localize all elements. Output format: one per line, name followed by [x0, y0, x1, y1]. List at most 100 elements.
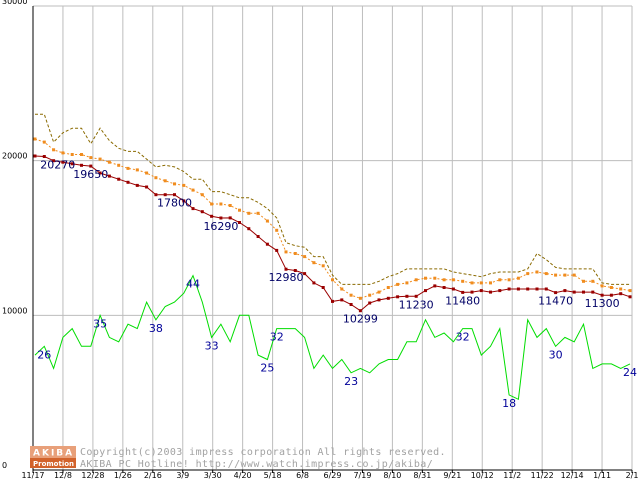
- data-point-min: [358, 309, 362, 313]
- data-point-average: [42, 140, 46, 144]
- data-point-average: [433, 276, 437, 280]
- data-point-min: [163, 193, 167, 197]
- data-point-min: [265, 242, 269, 246]
- data-point-min: [303, 272, 307, 276]
- x-tick-label: 11/22: [531, 471, 554, 480]
- data-label: 25: [260, 362, 274, 375]
- series-max: [35, 113, 630, 285]
- data-point-average: [107, 160, 111, 164]
- series-layer: [33, 113, 632, 401]
- data-point-average: [358, 296, 362, 300]
- data-label: 26: [37, 348, 51, 361]
- data-point-min: [293, 269, 297, 272]
- x-tick-label: 6/8: [296, 471, 309, 480]
- data-point-min: [33, 154, 37, 158]
- data-point-min: [173, 193, 176, 197]
- data-point-min: [42, 155, 46, 158]
- data-point-min: [619, 292, 623, 296]
- x-tick-label: 4/20: [234, 471, 252, 480]
- data-label: 18: [502, 397, 516, 410]
- data-point-min: [600, 293, 604, 297]
- data-point-average: [182, 183, 186, 187]
- series-min: [33, 154, 632, 313]
- data-point-average: [507, 278, 511, 282]
- series-average: [33, 137, 632, 300]
- data-point-min: [628, 295, 632, 299]
- data-point-average: [126, 166, 130, 170]
- data-point-min: [470, 290, 474, 294]
- data-point-min: [442, 286, 446, 289]
- data-point-average: [386, 286, 390, 289]
- data-label: 20270: [40, 158, 75, 171]
- data-point-average: [582, 279, 585, 283]
- data-point-min: [247, 227, 251, 231]
- data-point-average: [98, 157, 102, 161]
- data-label: 10299: [343, 313, 378, 326]
- data-point-average: [377, 290, 381, 294]
- x-tick-label: 1/26: [114, 471, 132, 480]
- y-tick-label: 20000: [2, 152, 27, 161]
- x-tick-label: 10/12: [471, 471, 494, 480]
- data-point-min: [507, 287, 511, 291]
- data-point-min: [405, 294, 409, 298]
- data-point-min: [461, 290, 465, 294]
- x-tick-label: 7/19: [353, 471, 371, 480]
- data-point-average: [265, 219, 269, 223]
- data-point-average: [498, 278, 502, 282]
- data-point-min: [591, 290, 595, 294]
- x-tick-label: 1/11: [593, 471, 611, 480]
- x-tick-label: 8/31: [413, 471, 431, 480]
- data-point-average: [461, 279, 465, 283]
- data-point-average: [256, 211, 260, 215]
- data-point-min: [414, 294, 418, 298]
- data-point-min: [284, 267, 288, 271]
- data-point-average: [600, 284, 604, 288]
- data-point-min: [386, 296, 390, 300]
- data-point-average: [135, 168, 139, 172]
- data-point-min: [145, 185, 149, 189]
- data-point-average: [284, 250, 288, 254]
- data-point-min: [228, 216, 232, 220]
- data-point-min: [544, 287, 548, 291]
- data-point-average: [619, 287, 623, 291]
- data-point-average: [61, 151, 65, 155]
- data-point-min: [135, 183, 139, 187]
- data-point-average: [563, 273, 567, 277]
- data-point-min: [554, 291, 558, 295]
- svg-text:Promotion: Promotion: [33, 460, 74, 468]
- data-label: 19650: [73, 168, 108, 181]
- data-point-average: [219, 202, 223, 206]
- data-point-min: [117, 177, 121, 181]
- data-point-min: [368, 301, 372, 305]
- data-point-average: [349, 293, 353, 297]
- data-point-average: [526, 272, 530, 276]
- data-point-min: [312, 281, 316, 285]
- data-point-average: [544, 272, 548, 276]
- data-point-min: [451, 287, 455, 291]
- data-point-average: [275, 228, 279, 232]
- data-point-min: [238, 221, 241, 224]
- data-label: 38: [149, 322, 163, 335]
- data-point-min: [210, 214, 214, 218]
- data-point-min: [219, 216, 223, 220]
- data-point-average: [228, 204, 232, 207]
- data-point-min: [563, 289, 567, 293]
- data-point-min: [479, 289, 483, 293]
- data-point-min: [433, 284, 437, 288]
- data-point-average: [52, 148, 56, 152]
- data-point-min: [489, 290, 492, 294]
- x-tick-label: 11/2: [503, 471, 521, 480]
- data-point-average: [368, 293, 372, 297]
- x-tick-label: 9/21: [443, 471, 461, 480]
- data-point-average: [479, 281, 483, 285]
- series-count: [34, 274, 631, 401]
- data-label: 12980: [269, 271, 304, 284]
- data-point-min: [191, 207, 195, 211]
- data-point-min: [89, 164, 93, 168]
- x-tick-label: 11/17: [21, 471, 44, 480]
- data-point-average: [572, 273, 576, 277]
- axes: [32, 6, 633, 473]
- x-tick-label: 5/18: [264, 471, 282, 480]
- data-point-average: [238, 208, 241, 212]
